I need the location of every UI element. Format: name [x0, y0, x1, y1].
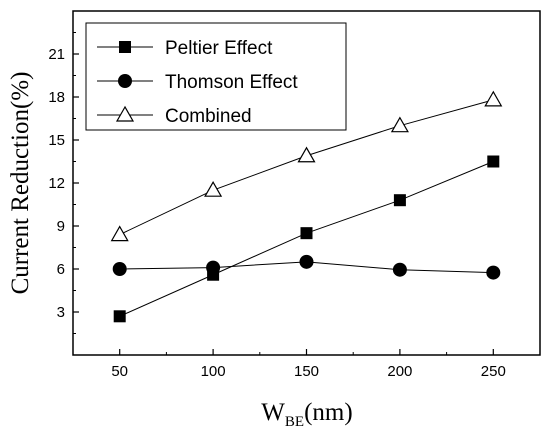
- legend-label: Peltier Effect: [165, 38, 273, 59]
- y-tick-label: 12: [48, 175, 65, 192]
- series-2: [110, 90, 503, 242]
- legend-marker: [119, 41, 131, 53]
- x-tick-label: 200: [387, 363, 412, 380]
- y-axis-title: Current Reduction(%): [7, 72, 34, 295]
- x-axis-ticks: 50 100 150 200 250: [72, 349, 541, 380]
- legend-marker: [118, 74, 132, 88]
- series-1: [112, 254, 501, 280]
- data-point: [112, 262, 127, 276]
- legend-marker: [115, 105, 135, 122]
- x-axis-title-main: W: [261, 399, 285, 426]
- data-point: [297, 146, 316, 163]
- y-tick-label: 3: [57, 304, 65, 321]
- x-tick-label: 100: [201, 363, 226, 380]
- series-0: [113, 155, 500, 323]
- data-point: [487, 155, 500, 168]
- data-point: [204, 180, 223, 197]
- legend: Peltier Effect Thomson Effect Combined: [85, 22, 347, 131]
- data-point: [390, 116, 409, 133]
- x-tick-label: 250: [481, 363, 506, 380]
- y-tick-label: 9: [57, 218, 65, 235]
- y-tick-label: 6: [57, 261, 65, 278]
- x-axis-title-subscript: BE: [285, 414, 304, 430]
- data-point: [110, 225, 129, 242]
- data-point: [299, 254, 314, 269]
- y-axis-ticks: 3 6 9 12 15 18 21: [48, 32, 79, 334]
- data-point: [206, 260, 221, 275]
- x-tick-label: 50: [111, 363, 128, 380]
- data-point: [392, 262, 407, 277]
- x-axis-title: WBE(nm): [261, 399, 352, 430]
- legend-label: Thomson Effect: [165, 72, 298, 93]
- data-point: [484, 90, 503, 107]
- data-point: [300, 227, 313, 240]
- series-layer: [110, 90, 503, 323]
- y-tick-label: 15: [48, 132, 65, 149]
- data-point: [113, 310, 126, 323]
- data-point: [393, 194, 406, 207]
- y-tick-label: 18: [48, 89, 65, 106]
- y-tick-label: 21: [48, 46, 65, 63]
- data-point: [486, 265, 501, 280]
- x-tick-label: 150: [294, 363, 319, 380]
- x-axis-title-unit: (nm): [304, 399, 353, 426]
- legend-label: Combined: [165, 106, 252, 127]
